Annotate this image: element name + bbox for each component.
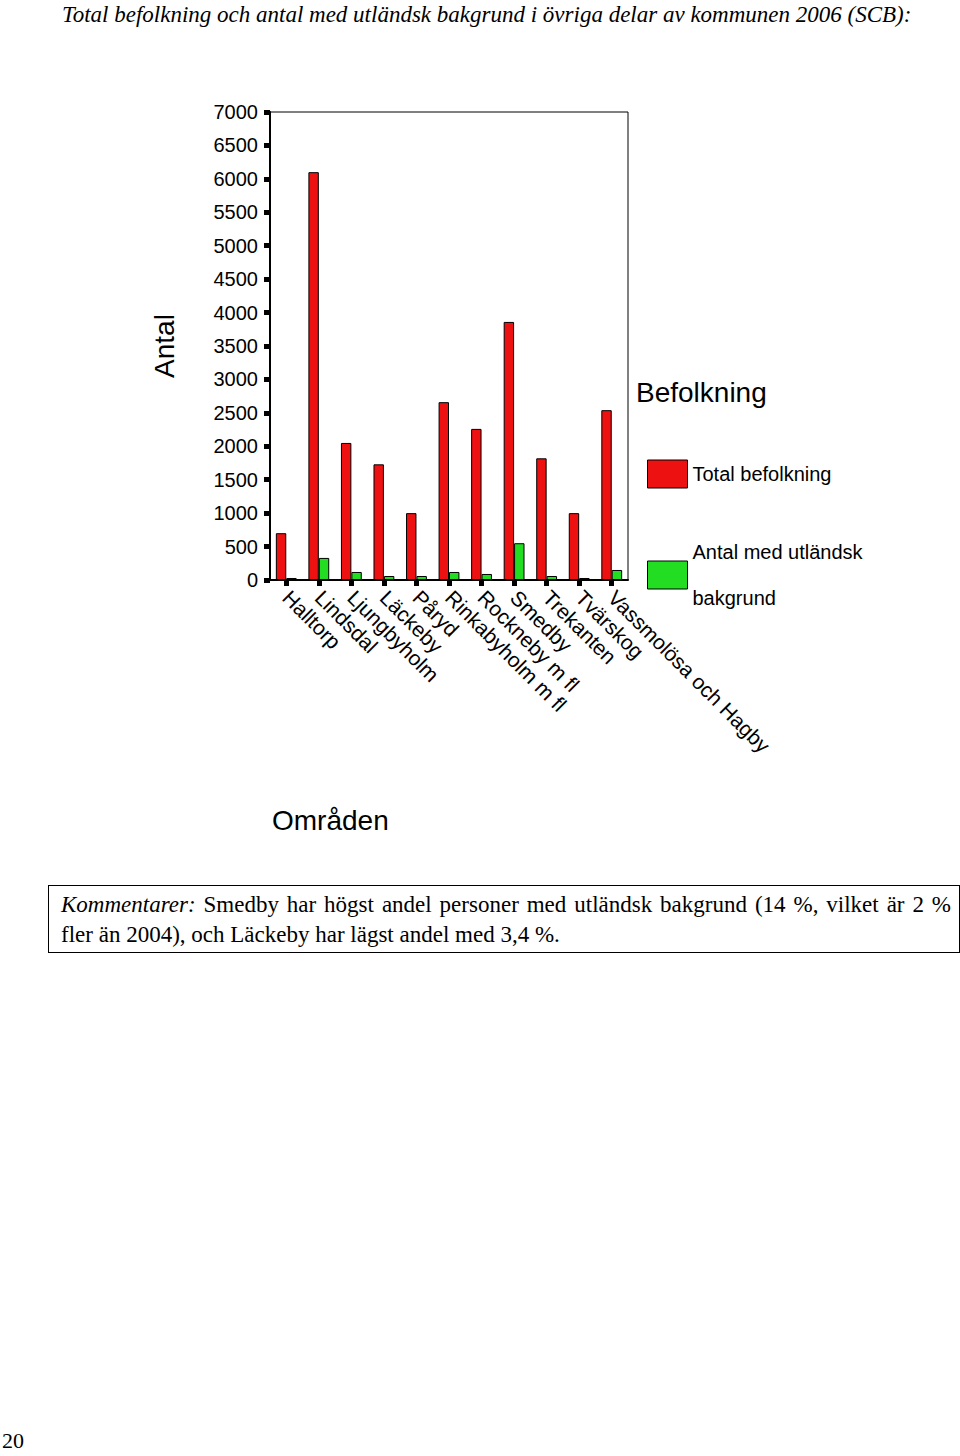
svg-text:Tvärskog: Tvärskog (571, 585, 649, 664)
svg-text:Områden: Områden (272, 805, 389, 836)
svg-text:1000: 1000 (214, 502, 259, 524)
svg-text:Halltorp: Halltorp (278, 585, 346, 654)
svg-text:3000: 3000 (214, 368, 259, 390)
svg-text:2000: 2000 (214, 435, 259, 457)
svg-text:Rinkabyholm m fl: Rinkabyholm m fl (440, 585, 571, 716)
html-text:20: 20 (2, 1428, 24, 1453)
svg-text:Rockneby m fl: Rockneby m fl (473, 585, 584, 697)
svg-text:0: 0 (247, 569, 258, 591)
svg-text:4000: 4000 (214, 302, 259, 324)
svg-text:Antal med utländsk: Antal med utländsk (693, 541, 869, 563)
svg-text:5500: 5500 (214, 201, 259, 223)
svg-text:Läckeby: Läckeby (375, 585, 448, 658)
svg-text:1500: 1500 (214, 469, 259, 491)
svg-text:6000: 6000 (214, 168, 259, 190)
svg-text:Lindsdal: Lindsdal (310, 585, 383, 658)
svg-text:2500: 2500 (214, 402, 259, 424)
svg-text:Påryd: Påryd (408, 585, 464, 641)
svg-text:Smedby: Smedby (506, 585, 577, 657)
svg-text:3500: 3500 (214, 335, 259, 357)
html-text:Kommentarer: Smedby har högst: Kommentarer: Smedby har högst andel pers… (61, 892, 951, 947)
svg-text:Antal: Antal (149, 314, 180, 378)
svg-text:Total befolkning: Total befolkning (693, 463, 832, 485)
svg-text:Vassmolösa och Hagby: Vassmolösa och Hagby (604, 586, 775, 757)
svg-text:7000: 7000 (214, 101, 259, 123)
svg-text:500: 500 (225, 536, 258, 558)
svg-text:5000: 5000 (214, 235, 259, 257)
svg-text:6500: 6500 (214, 134, 259, 156)
svg-text:bakgrund: bakgrund (693, 587, 776, 609)
svg-text:Befolkning: Befolkning (636, 377, 767, 408)
svg-text:Ljungbyholm: Ljungbyholm (343, 585, 444, 687)
html-text:Total befolkning och antal med: Total befolkning och antal med utländsk … (62, 2, 912, 27)
svg-text:Trekanten: Trekanten (538, 585, 621, 669)
svg-text:4500: 4500 (214, 268, 259, 290)
